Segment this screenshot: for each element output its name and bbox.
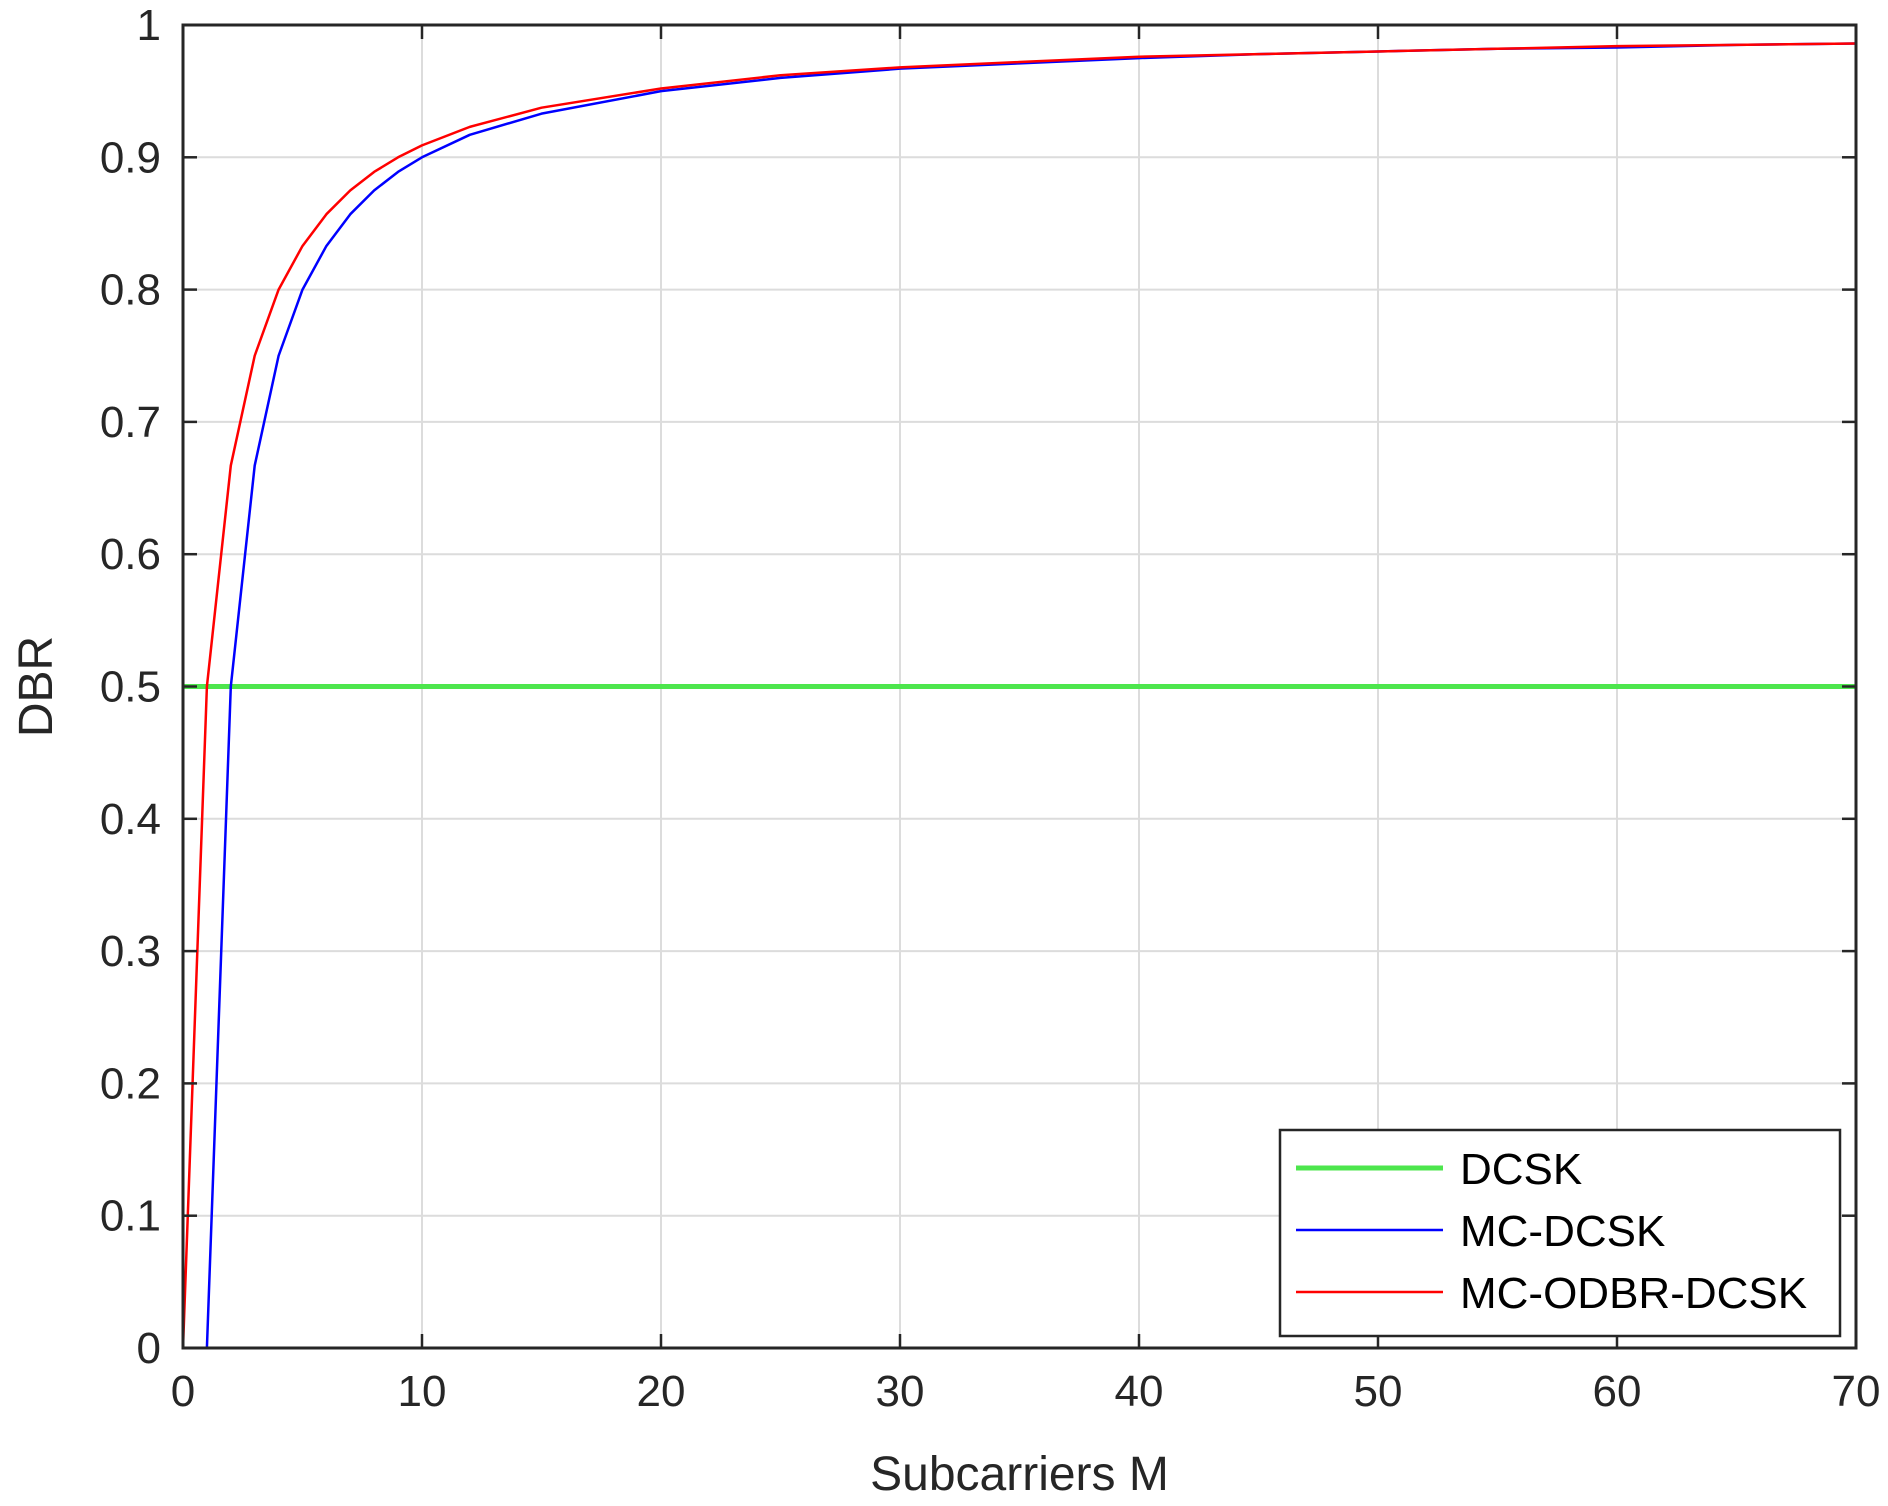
y-tick-label: 0.4 xyxy=(100,795,161,844)
y-tick-labels: 0 0.1 0.2 0.3 0.4 0.5 0.6 0.7 0.8 0.9 1 xyxy=(100,1,161,1373)
y-tick-label: 0.9 xyxy=(100,133,161,182)
x-axis-label: Subcarriers M xyxy=(870,1448,1169,1501)
axis-ticks xyxy=(181,23,1858,1350)
y-tick-label: 1 xyxy=(137,1,161,50)
x-tick-label: 30 xyxy=(876,1367,925,1416)
x-tick-label: 60 xyxy=(1593,1367,1642,1416)
y-tick-label: 0.3 xyxy=(100,927,161,976)
series-lines xyxy=(183,42,1856,1348)
y-tick-label: 0.6 xyxy=(100,530,161,579)
y-tick-label: 0.1 xyxy=(100,1192,161,1241)
x-tick-labels: 0 10 20 30 40 50 60 70 xyxy=(171,1367,1881,1416)
x-tick-label: 10 xyxy=(398,1367,447,1416)
y-tick-label: 0.5 xyxy=(100,663,161,712)
y-tick-label: 0.7 xyxy=(100,398,161,447)
legend-box xyxy=(1278,1128,1842,1338)
x-tick-label: 70 xyxy=(1832,1367,1881,1416)
series-line-mc-odbr-dcsk xyxy=(183,42,1856,1348)
y-tick-label: 0 xyxy=(137,1324,161,1373)
x-tick-label: 40 xyxy=(1115,1367,1164,1416)
legend: DCSK MC-DCSK MC-ODBR-DCSK xyxy=(1278,1128,1842,1338)
legend-label: MC-DCSK xyxy=(1460,1207,1665,1256)
x-tick-label: 20 xyxy=(637,1367,686,1416)
y-tick-label: 0.8 xyxy=(100,266,161,315)
x-tick-label: 50 xyxy=(1354,1367,1403,1416)
legend-label: MC-ODBR-DCSK xyxy=(1460,1269,1807,1318)
y-axis-label: DBR xyxy=(10,636,63,737)
legend-label: DCSK xyxy=(1460,1145,1582,1194)
x-tick-label: 0 xyxy=(171,1367,195,1416)
y-tick-label: 0.2 xyxy=(100,1059,161,1108)
